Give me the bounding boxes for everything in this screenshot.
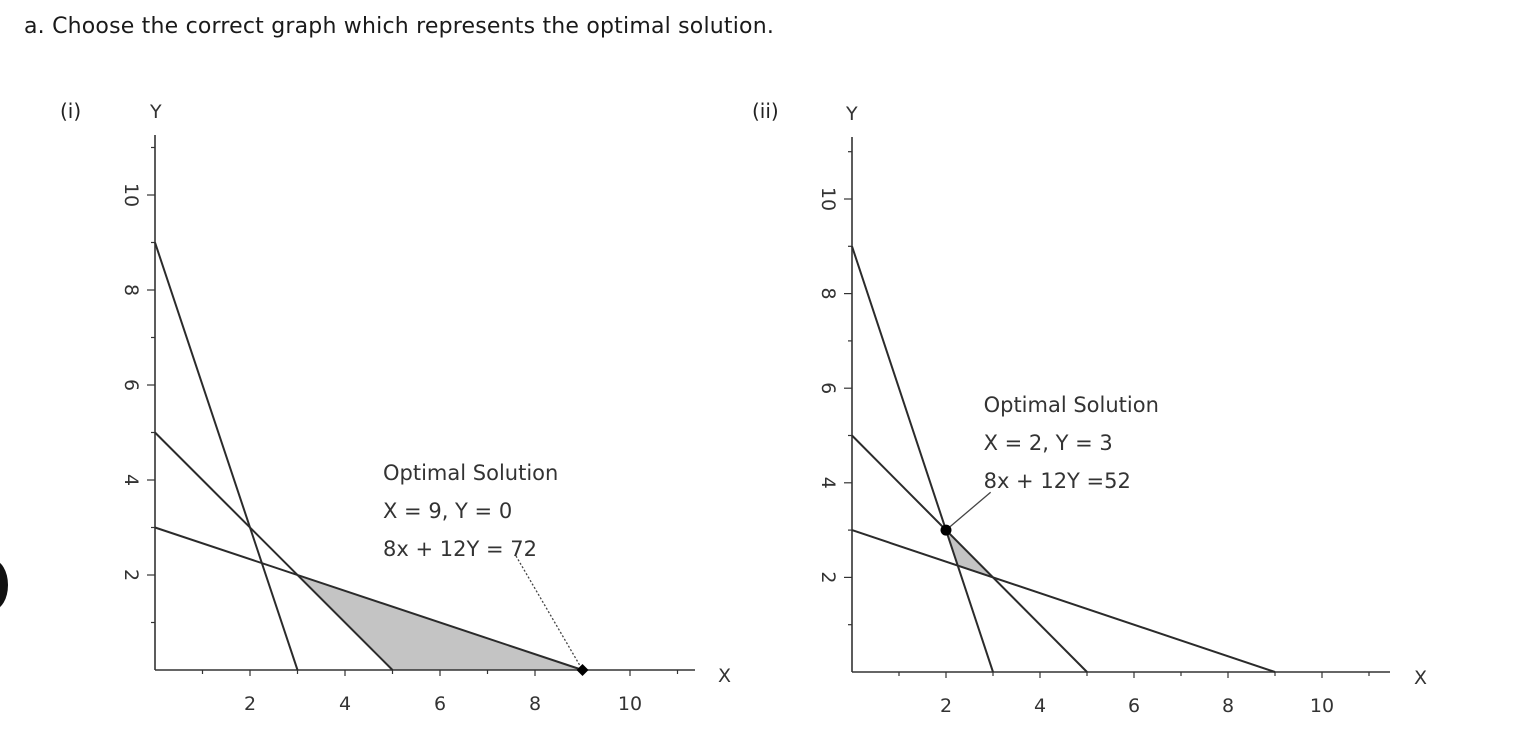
annotation-line-3: 8x + 12Y =52 xyxy=(984,469,1131,493)
y-axis-label: Y xyxy=(845,103,858,125)
x-tick-label: 6 xyxy=(434,693,446,715)
x-tick-label: 10 xyxy=(1310,695,1334,717)
chart-panel-2: (ii) X Y 2 4 6 8 10 2 4 6 8 10 Optimal Solution X = 2,… xyxy=(752,99,1427,717)
annotation-line-1: Optimal Solution xyxy=(984,393,1159,417)
y-tick-label: 8 xyxy=(817,288,839,300)
x-tick-label: 4 xyxy=(1034,695,1046,717)
y-axis-label: Y xyxy=(149,101,162,123)
constraint-line xyxy=(154,526,583,671)
y-tick-label: 6 xyxy=(120,379,142,391)
x-axis-label: X xyxy=(1414,667,1427,689)
y-tick-label: 10 xyxy=(120,183,142,207)
x-tick-label: 2 xyxy=(244,693,256,715)
y-tick-label: 4 xyxy=(120,474,142,486)
x-tick-label: 4 xyxy=(339,693,351,715)
panel-label: (ii) xyxy=(752,99,779,123)
question-text: a. Choose the correct graph which repres… xyxy=(24,14,775,39)
x-tick-label: 6 xyxy=(1128,695,1140,717)
annotation-leader-line xyxy=(515,555,584,671)
constraint-line xyxy=(851,529,1276,673)
annotation-line-3: 8x + 12Y = 72 xyxy=(383,537,537,561)
chart-panel-1: (i) X Y 2 4 6 8 10 2 4 6 8 10 Optimal Solution X = 9, … xyxy=(60,99,731,715)
y-tick-label: 4 xyxy=(817,477,839,489)
x-tick-label: 2 xyxy=(940,695,952,717)
annotation-line-2: X = 9, Y = 0 xyxy=(383,499,512,523)
constraint-line xyxy=(851,434,1088,673)
x-axis-label: X xyxy=(718,665,731,687)
y-tick-label: 10 xyxy=(817,187,839,211)
panel-label: (i) xyxy=(60,99,81,123)
optimal-point xyxy=(576,664,589,676)
constraint-line xyxy=(154,242,299,671)
x-tick-label: 10 xyxy=(618,693,642,715)
y-tick-label: 6 xyxy=(817,382,839,394)
x-tick-label: 8 xyxy=(1222,695,1234,717)
radio-button-partial[interactable] xyxy=(0,560,8,610)
constraint-line xyxy=(154,431,394,671)
annotation-line-2: X = 2, Y = 3 xyxy=(984,431,1113,455)
annotation-leader-line xyxy=(945,491,992,531)
y-tick-label: 2 xyxy=(120,569,142,581)
y-tick-label: 2 xyxy=(817,571,839,583)
y-tick-label: 8 xyxy=(120,284,142,296)
optimal-point xyxy=(940,524,952,536)
x-tick-label: 8 xyxy=(529,693,541,715)
constraint-line xyxy=(851,245,994,673)
annotation-line-1: Optimal Solution xyxy=(383,461,558,485)
